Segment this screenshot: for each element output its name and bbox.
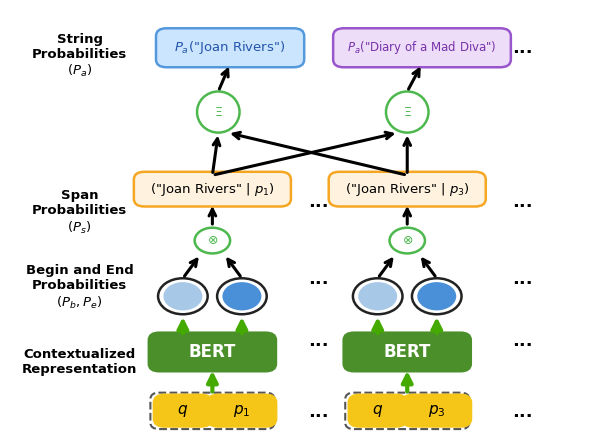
FancyBboxPatch shape [134,172,291,207]
FancyBboxPatch shape [148,332,276,372]
Text: BERT: BERT [189,343,236,361]
Text: $\Xi$: $\Xi$ [214,105,223,118]
Text: ...: ... [512,39,533,57]
FancyBboxPatch shape [343,332,471,372]
Text: BERT: BERT [384,343,431,361]
Text: ...: ... [308,332,329,350]
Text: ("Joan Rivers" | $p_1$): ("Joan Rivers" | $p_1$) [150,181,275,197]
Text: $p_3$: $p_3$ [428,403,446,419]
Text: String
Probabilities
$(P_a)$: String Probabilities $(P_a)$ [32,33,127,79]
Text: ...: ... [308,270,329,288]
Circle shape [390,228,425,253]
FancyBboxPatch shape [156,28,304,67]
FancyBboxPatch shape [333,28,511,67]
Text: ...: ... [308,403,329,421]
Text: Span
Probabilities
$(P_s)$: Span Probabilities $(P_s)$ [32,189,127,236]
Circle shape [353,278,402,314]
Ellipse shape [197,92,240,133]
Circle shape [217,278,266,314]
Text: $q$: $q$ [177,403,188,419]
Circle shape [358,282,397,310]
Circle shape [412,278,461,314]
Text: $p_1$: $p_1$ [233,403,251,419]
Circle shape [158,278,207,314]
Circle shape [195,228,230,253]
Circle shape [163,282,203,310]
Text: ...: ... [512,403,533,421]
FancyBboxPatch shape [402,395,471,427]
Text: $\Xi$: $\Xi$ [403,105,412,118]
Text: $\otimes$: $\otimes$ [402,234,413,247]
Circle shape [222,282,262,310]
Ellipse shape [386,92,429,133]
Text: ("Joan Rivers" | $p_3$): ("Joan Rivers" | $p_3$) [345,181,470,197]
FancyBboxPatch shape [329,172,486,207]
Text: Begin and End
Probabilities
$(P_b, P_e)$: Begin and End Probabilities $(P_b, P_e)$ [26,264,134,311]
FancyBboxPatch shape [154,395,212,427]
Text: Contextualized
Representation: Contextualized Representation [22,348,137,376]
Circle shape [417,282,457,310]
FancyBboxPatch shape [207,395,276,427]
Text: $\otimes$: $\otimes$ [207,234,218,247]
FancyBboxPatch shape [349,395,406,427]
Text: $P_a$("Joan Rivers"): $P_a$("Joan Rivers") [175,39,285,56]
Text: ...: ... [512,270,533,288]
Text: $P_a$("Diary of a Mad Diva"): $P_a$("Diary of a Mad Diva") [347,39,496,56]
Text: ...: ... [308,193,329,211]
Text: ...: ... [512,193,533,211]
Text: ...: ... [512,332,533,350]
Text: $q$: $q$ [372,403,383,419]
